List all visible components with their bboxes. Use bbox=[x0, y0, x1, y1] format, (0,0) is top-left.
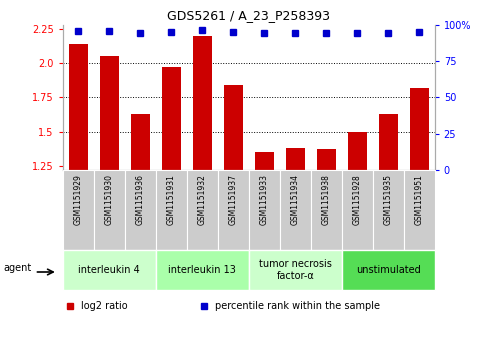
Bar bbox=[156, 250, 249, 290]
Text: GSM1151936: GSM1151936 bbox=[136, 174, 145, 225]
Text: GSM1151934: GSM1151934 bbox=[291, 174, 300, 225]
Text: GSM1151935: GSM1151935 bbox=[384, 174, 393, 225]
Bar bbox=[63, 170, 94, 250]
Text: GSM1151951: GSM1151951 bbox=[415, 174, 424, 225]
Text: GSM1151930: GSM1151930 bbox=[105, 174, 114, 225]
Text: GSM1151931: GSM1151931 bbox=[167, 174, 176, 225]
Bar bbox=[249, 170, 280, 250]
Bar bbox=[249, 250, 342, 290]
Text: GSM1151938: GSM1151938 bbox=[322, 174, 331, 225]
Bar bbox=[100, 57, 119, 170]
Bar bbox=[317, 150, 336, 170]
Text: agent: agent bbox=[3, 263, 31, 273]
Text: GSM1151937: GSM1151937 bbox=[229, 174, 238, 225]
Bar bbox=[348, 132, 367, 170]
Text: log2 ratio: log2 ratio bbox=[81, 301, 128, 311]
Text: GSM1151928: GSM1151928 bbox=[353, 174, 362, 225]
Text: GSM1151933: GSM1151933 bbox=[260, 174, 269, 225]
Bar bbox=[131, 114, 150, 170]
Bar bbox=[193, 36, 212, 170]
Bar bbox=[162, 68, 181, 170]
Bar bbox=[311, 170, 342, 250]
Title: GDS5261 / A_23_P258393: GDS5261 / A_23_P258393 bbox=[167, 9, 330, 23]
Text: GSM1151932: GSM1151932 bbox=[198, 174, 207, 225]
Bar bbox=[410, 88, 428, 170]
Text: tumor necrosis
factor-α: tumor necrosis factor-α bbox=[259, 259, 332, 281]
Bar bbox=[63, 250, 156, 290]
Bar bbox=[218, 170, 249, 250]
Bar bbox=[280, 170, 311, 250]
Bar bbox=[342, 250, 435, 290]
Bar bbox=[379, 114, 398, 170]
Bar bbox=[125, 170, 156, 250]
Bar bbox=[373, 170, 404, 250]
Bar bbox=[342, 170, 373, 250]
Bar bbox=[156, 170, 187, 250]
Text: unstimulated: unstimulated bbox=[356, 265, 421, 275]
Bar bbox=[404, 170, 435, 250]
Bar bbox=[286, 148, 304, 170]
Text: interleukin 13: interleukin 13 bbox=[168, 265, 236, 275]
Bar bbox=[255, 152, 273, 170]
Text: percentile rank within the sample: percentile rank within the sample bbox=[215, 301, 380, 311]
Text: GSM1151929: GSM1151929 bbox=[74, 174, 83, 225]
Bar bbox=[94, 170, 125, 250]
Bar bbox=[69, 44, 87, 170]
Bar bbox=[224, 85, 242, 170]
Text: interleukin 4: interleukin 4 bbox=[78, 265, 140, 275]
Bar bbox=[187, 170, 218, 250]
